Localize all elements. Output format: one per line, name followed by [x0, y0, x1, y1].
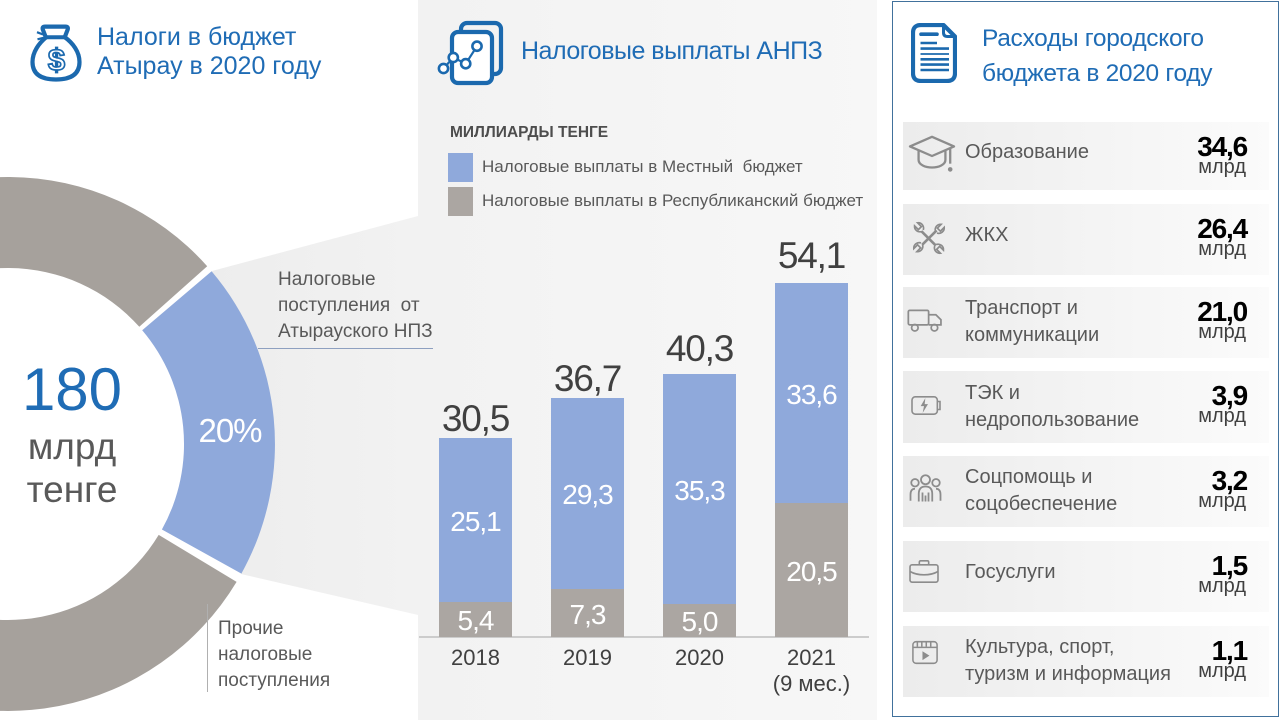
svg-text:$: $ — [48, 42, 65, 77]
